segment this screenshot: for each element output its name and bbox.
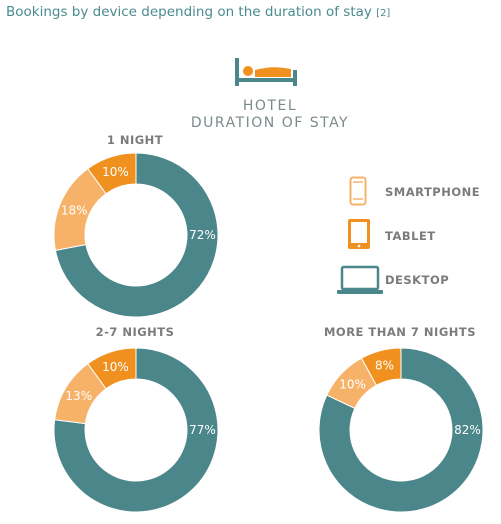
donut-label-desktop: 82% — [454, 423, 481, 437]
donut-label-tablet: 10% — [102, 165, 129, 179]
donut-title-2-7-nights: 2-7 NIGHTS — [95, 325, 175, 339]
tablet-icon — [348, 219, 370, 249]
title-text: Bookings by device depending on the dura… — [6, 4, 372, 20]
bed-icon — [235, 58, 297, 86]
desktop-icon — [337, 265, 383, 294]
legend-label-desktop: DESKTOP — [385, 273, 450, 287]
page-title: Bookings by device depending on the dura… — [6, 4, 390, 20]
donut-chart-1-night: 72% 18% 10% — [53, 152, 219, 318]
donut-label-desktop: 72% — [189, 228, 216, 242]
donut-label-tablet: 8% — [375, 359, 394, 373]
donut-title-1-night: 1 NIGHT — [106, 133, 164, 147]
donut-slice-tablet — [87, 347, 137, 390]
donut-slice-tablet — [87, 152, 137, 195]
donut-slice-desktop — [54, 152, 219, 318]
donut-label-desktop: 77% — [189, 423, 216, 437]
donut-slice-desktop — [318, 347, 484, 513]
donut-label-smartphone: 10% — [339, 377, 366, 391]
donut-slice-desktop — [53, 347, 219, 513]
legend-label-tablet: TABLET — [385, 229, 436, 243]
donut-title-more-than-7-nights: MORE THAN 7 NIGHTS — [323, 325, 477, 339]
hotel-label-line1: HOTEL — [242, 98, 298, 114]
donut-chart-2-7-nights: 77% 13% 10% — [53, 347, 219, 513]
donut-slice-tablet — [360, 347, 402, 386]
donut-label-tablet: 10% — [102, 360, 129, 374]
smartphone-icon — [349, 176, 367, 206]
donut-chart-more-than-7-nights: 82% 10% 8% — [318, 347, 484, 513]
donut-label-smartphone: 13% — [65, 389, 92, 403]
donut-label-smartphone: 18% — [61, 204, 88, 218]
hotel-label-line2: DURATION OF STAY — [190, 115, 350, 131]
legend-label-smartphone: SMARTPHONE — [385, 185, 481, 199]
title-reference: [2] — [376, 8, 391, 19]
